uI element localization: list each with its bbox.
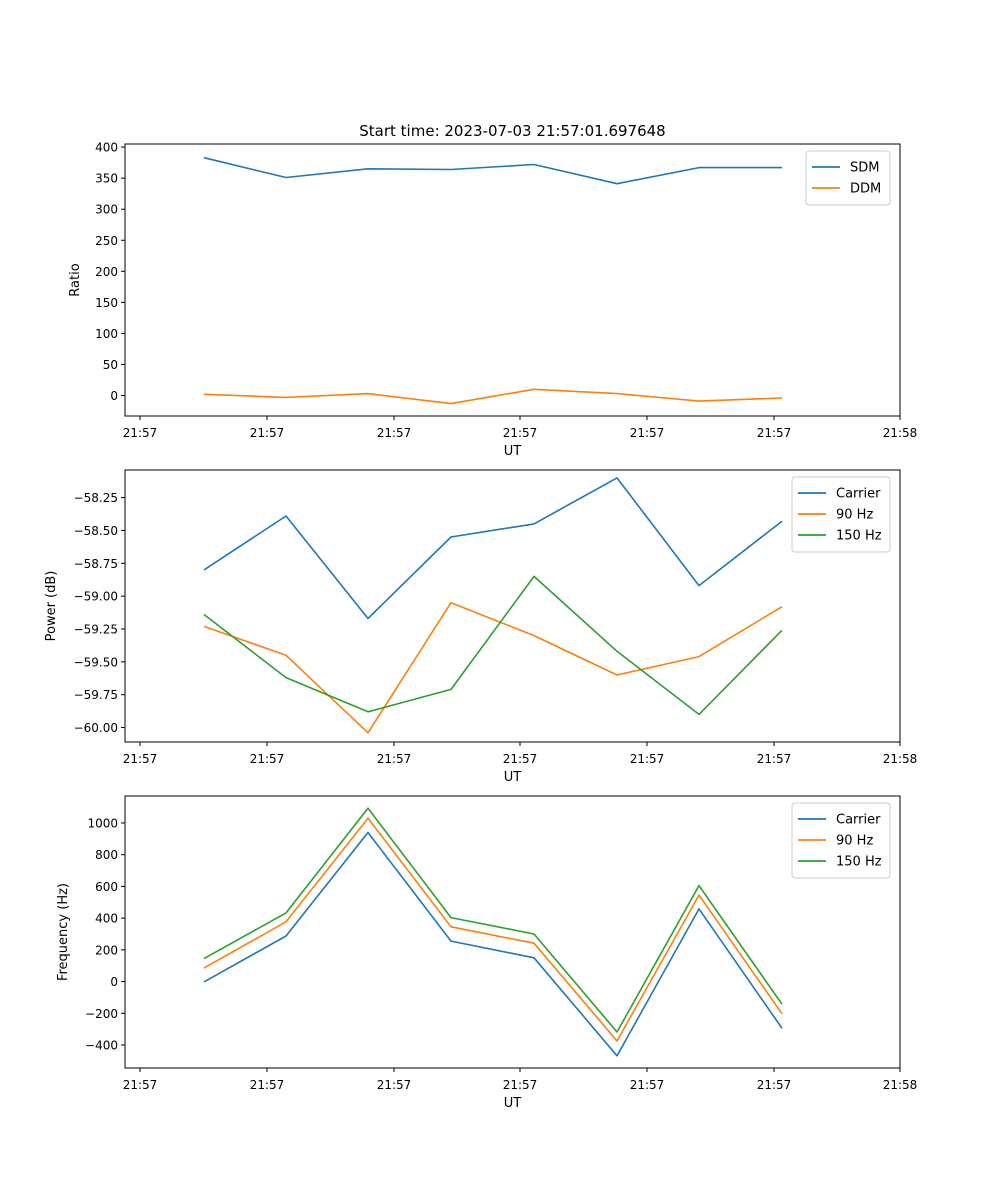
ratio-x-tick-label: 21:58 (883, 426, 918, 440)
ratio-y-tick-label: 100 (95, 327, 118, 341)
power-x-tick-labels: 21:57 21:57 21:57 21:57 21:57 21:57 21:58 (123, 752, 918, 766)
frequency-series-line-90-hz (203, 817, 783, 1042)
frequency-legend-label: 90 Hz (836, 834, 873, 849)
ratio-y-tick-labels: 0 50 100 150 200 250 300 350 400 (95, 141, 118, 403)
frequency-x-tick-label: 21:57 (503, 1078, 538, 1092)
ratio-y-axis-label: Ratio (68, 263, 83, 296)
ratio-legend-label: DDM (850, 182, 881, 197)
power-x-tick-label: 21:57 (377, 752, 412, 766)
ratio-x-tick-labels: 21:57 21:57 21:57 21:57 21:57 21:57 21:58 (123, 426, 918, 440)
chart-title: Start time: 2023-07-03 21:57:01.697648 (359, 122, 665, 140)
ratio-panel: Start time: 2023-07-03 21:57:01.697648 0… (68, 122, 917, 459)
ratio-legend: SDM DDM (805, 150, 891, 206)
ratio-y-tick-label: 350 (95, 172, 118, 186)
power-y-tick-label: −59.00 (74, 590, 118, 604)
power-legend-box (791, 476, 891, 553)
ratio-x-axis-label: UT (504, 444, 522, 459)
power-y-tick-label: −58.25 (74, 491, 118, 505)
ratio-legend-box (805, 150, 891, 206)
power-x-tick-label: 21:57 (630, 752, 665, 766)
power-legend: Carrier 90 Hz 150 Hz (791, 476, 891, 553)
ratio-x-tick-label: 21:57 (503, 426, 538, 440)
frequency-series-line-150-hz (203, 807, 783, 1033)
frequency-x-tick-label: 21:57 (757, 1078, 792, 1092)
frequency-x-tick-label: 21:57 (377, 1078, 412, 1092)
power-y-tick-label: −59.75 (74, 688, 118, 702)
power-y-axis-label: Power (dB) (44, 571, 59, 642)
ratio-x-tick-label: 21:57 (123, 426, 158, 440)
power-series-line-carrier (203, 477, 783, 620)
frequency-y-tick-label: 800 (95, 848, 118, 862)
ratio-x-tick-label: 21:57 (250, 426, 285, 440)
frequency-x-tick-labels: 21:57 21:57 21:57 21:57 21:57 21:57 21:58 (123, 1078, 918, 1092)
power-x-axis-label: UT (504, 770, 522, 785)
ratio-y-tick-label: 50 (103, 358, 118, 372)
frequency-series-line-carrier (203, 831, 783, 1057)
power-y-tick-label: −58.50 (74, 524, 118, 538)
frequency-legend-box (791, 802, 891, 879)
power-x-tick-label: 21:57 (250, 752, 285, 766)
frequency-x-tick-label: 21:58 (883, 1078, 918, 1092)
ratio-y-tick-label: 150 (95, 296, 118, 310)
frequency-x-tick-label: 21:57 (250, 1078, 285, 1092)
frequency-y-tick-label: 400 (95, 912, 118, 926)
frequency-y-tick-label: 0 (110, 975, 118, 989)
ratio-y-tick-label: 300 (95, 203, 118, 217)
power-panel: −60.00 −59.75 −59.50 −59.25 −59.00 −58.75 −58.… (44, 469, 918, 785)
frequency-y-tick-label: 200 (95, 943, 118, 957)
frequency-legend: Carrier 90 Hz 150 Hz (791, 802, 891, 879)
power-series-line-90-hz (203, 601, 783, 734)
ratio-ticks (121, 146, 901, 420)
power-y-tick-label: −59.25 (74, 622, 118, 636)
frequency-y-axis-label: Frequency (Hz) (56, 883, 71, 981)
power-x-tick-label: 21:57 (757, 752, 792, 766)
frequency-y-tick-label: 600 (95, 880, 118, 894)
ratio-axes-frame (124, 143, 901, 417)
frequency-x-axis-label: UT (504, 1096, 522, 1111)
power-legend-label: 90 Hz (836, 508, 873, 523)
ratio-y-tick-label: 400 (95, 141, 118, 155)
ratio-series-line-sdm (203, 156, 782, 185)
power-x-tick-label: 21:57 (123, 752, 158, 766)
frequency-legend-label: 150 Hz (836, 855, 882, 870)
power-series-line-150-hz (203, 575, 783, 716)
frequency-axes-frame (124, 795, 901, 1069)
frequency-x-tick-label: 21:57 (630, 1078, 665, 1092)
power-legend-label: Carrier (836, 487, 881, 502)
power-y-tick-label: −60.00 (74, 721, 118, 735)
ratio-lines (203, 156, 783, 405)
ratio-series-line-ddm (203, 388, 783, 405)
ratio-y-tick-label: 0 (110, 389, 118, 403)
power-y-tick-label: −59.50 (74, 655, 118, 669)
ratio-y-tick-label: 200 (95, 265, 118, 279)
ratio-x-tick-label: 21:57 (757, 426, 792, 440)
frequency-y-tick-label: −200 (85, 1007, 118, 1021)
power-x-tick-label: 21:57 (503, 752, 538, 766)
frequency-lines (203, 807, 783, 1057)
ratio-legend-label: SDM (850, 161, 879, 176)
ratio-x-tick-label: 21:57 (377, 426, 412, 440)
frequency-ticks (121, 822, 901, 1072)
power-ticks (121, 497, 901, 746)
power-y-tick-labels: −60.00 −59.75 −59.50 −59.25 −59.00 −58.75 −58.… (74, 491, 118, 735)
power-lines (203, 477, 783, 734)
ratio-y-tick-label: 250 (95, 234, 118, 248)
frequency-x-tick-label: 21:57 (123, 1078, 158, 1092)
power-y-tick-label: −58.75 (74, 557, 118, 571)
power-axes-frame (124, 469, 901, 743)
frequency-y-tick-labels: −400 −200 0 200 400 600 800 1000 (85, 816, 118, 1052)
frequency-legend-label: Carrier (836, 813, 881, 828)
frequency-y-tick-label: 1000 (87, 816, 118, 830)
frequency-y-tick-label: −400 (85, 1039, 118, 1053)
ratio-x-tick-label: 21:57 (630, 426, 665, 440)
power-legend-label: 150 Hz (836, 529, 882, 544)
power-x-tick-label: 21:58 (883, 752, 918, 766)
